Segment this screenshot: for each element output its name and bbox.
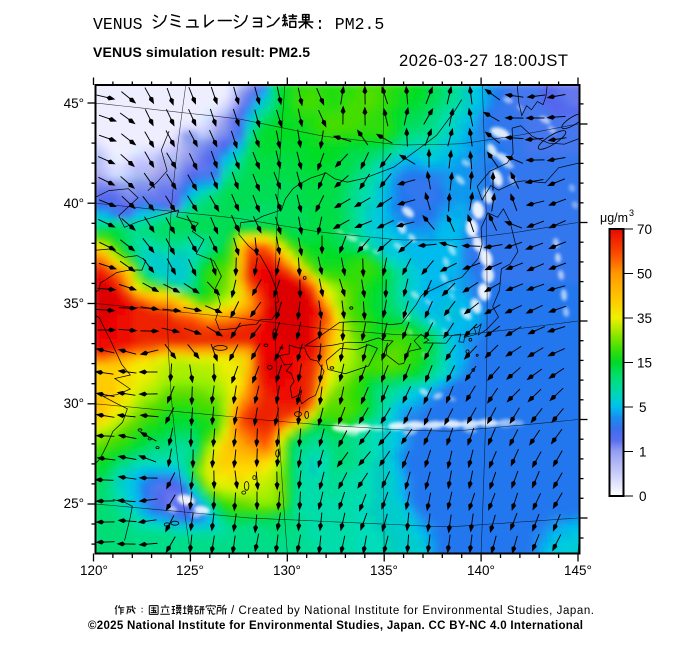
- svg-text:0: 0: [639, 489, 647, 504]
- svg-text:145°: 145°: [564, 563, 592, 578]
- svg-text:140°: 140°: [467, 563, 495, 578]
- svg-text:50: 50: [637, 266, 652, 281]
- svg-text:135°: 135°: [370, 563, 398, 578]
- svg-text:3: 3: [629, 208, 634, 218]
- svg-text:35: 35: [637, 311, 652, 326]
- svg-text:125°: 125°: [176, 563, 204, 578]
- svg-text:1: 1: [639, 444, 647, 459]
- svg-text:/ Created by National Institut: / Created by National Institute for Envi…: [231, 605, 594, 617]
- svg-text:40°: 40°: [64, 196, 84, 211]
- svg-text:5: 5: [639, 400, 647, 415]
- svg-text:VENUS: VENUS: [93, 15, 143, 34]
- svg-text:15: 15: [637, 355, 652, 370]
- svg-text:35°: 35°: [64, 296, 84, 311]
- svg-text:μg/m: μg/m: [600, 211, 628, 225]
- svg-text:VENUS simulation result: PM2.5: VENUS simulation result: PM2.5: [93, 44, 310, 60]
- svg-text:120°: 120°: [80, 563, 108, 578]
- svg-text:©2025 National Institute for E: ©2025 National Institute for Environment…: [88, 620, 583, 632]
- svg-text:70: 70: [637, 222, 652, 237]
- svg-text:25°: 25°: [64, 496, 84, 511]
- svg-text:130°: 130°: [273, 563, 301, 578]
- svg-text:: PM2.5: : PM2.5: [315, 15, 384, 34]
- svg-text:45°: 45°: [64, 96, 84, 111]
- svg-text:2026-03-27 18:00JST: 2026-03-27 18:00JST: [399, 52, 568, 70]
- svg-text:30°: 30°: [64, 396, 84, 411]
